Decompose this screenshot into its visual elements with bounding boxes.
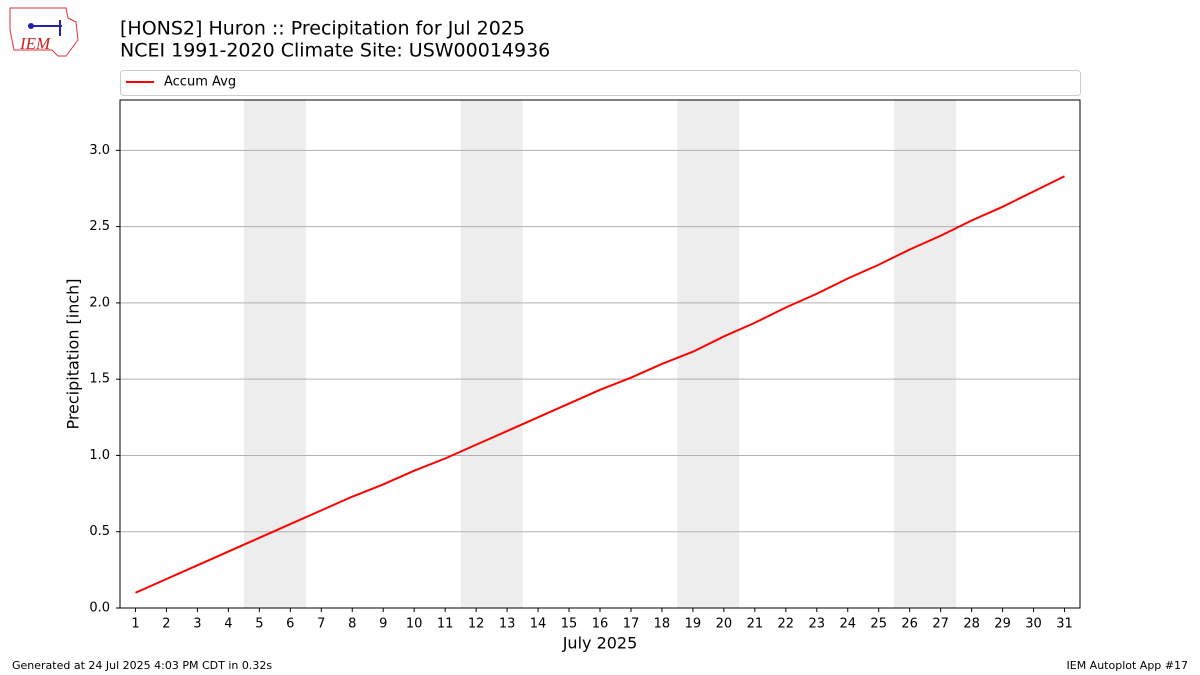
y-tick-label: 1.5: [89, 372, 110, 387]
x-tick-label: 29: [994, 617, 1011, 632]
x-tick-label: 8: [348, 617, 356, 632]
shaded-span: [894, 100, 957, 608]
y-tick-label: 1.0: [89, 448, 110, 463]
x-tick-label: 5: [255, 617, 263, 632]
x-tick-label: 20: [716, 617, 733, 632]
logo: IEM: [9, 7, 79, 57]
x-tick-label: 2: [162, 617, 170, 632]
x-tick-label: 24: [839, 617, 856, 632]
x-tick-label: 6: [286, 617, 294, 632]
x-tick-label: 1: [131, 617, 139, 632]
x-axis-label: July 2025: [562, 634, 638, 653]
shaded-span: [460, 100, 523, 608]
chart-title: [HONS2] Huron :: Precipitation for Jul 2…: [120, 18, 525, 40]
x-tick-label: 22: [778, 617, 795, 632]
x-tick-label: 16: [592, 617, 609, 632]
x-tick-label: 23: [809, 617, 826, 632]
x-tick-label: 19: [685, 617, 702, 632]
y-tick-label: 3.0: [89, 143, 110, 158]
x-tick-label: 15: [561, 617, 578, 632]
x-tick-label: 30: [1025, 617, 1042, 632]
plot-frame: [119, 99, 1081, 609]
x-tick-label: 11: [437, 617, 454, 632]
y-axis-label: Precipitation [inch]: [64, 278, 83, 429]
x-tick-label: 10: [406, 617, 423, 632]
x-tick-label: 18: [654, 617, 671, 632]
x-tick-label: 21: [747, 617, 764, 632]
y-tick-label: 2.0: [89, 295, 110, 310]
x-tick-label: 14: [530, 617, 547, 632]
x-tick-label: 31: [1056, 617, 1073, 632]
x-tick-label: 13: [499, 617, 516, 632]
x-tick-label: 27: [932, 617, 949, 632]
x-tick-label: 12: [468, 617, 485, 632]
x-tick-label: 28: [963, 617, 980, 632]
x-tick-label: 25: [870, 617, 887, 632]
x-tick-label: 17: [623, 617, 640, 632]
x-tick-label: 4: [224, 617, 232, 632]
shaded-span: [243, 100, 306, 608]
chart-subtitle: NCEI 1991-2020 Climate Site: USW00014936: [120, 40, 550, 62]
legend-box: [120, 70, 1081, 96]
x-tick-label: 9: [379, 617, 387, 632]
data-line: [135, 175, 1065, 594]
logo-text: IEM: [19, 34, 51, 53]
footer-left: Generated at 24 Jul 2025 4:03 PM CDT in …: [12, 659, 272, 672]
y-tick-label: 0.5: [89, 524, 110, 539]
x-tick-label: 26: [901, 617, 918, 632]
legend-label: Accum Avg: [164, 75, 236, 90]
y-tick-label: 2.5: [89, 219, 110, 234]
x-tick-label: 3: [193, 617, 201, 632]
footer-right: IEM Autoplot App #17: [1067, 659, 1189, 672]
x-tick-label: 7: [317, 617, 325, 632]
y-tick-label: 0.0: [89, 601, 110, 616]
